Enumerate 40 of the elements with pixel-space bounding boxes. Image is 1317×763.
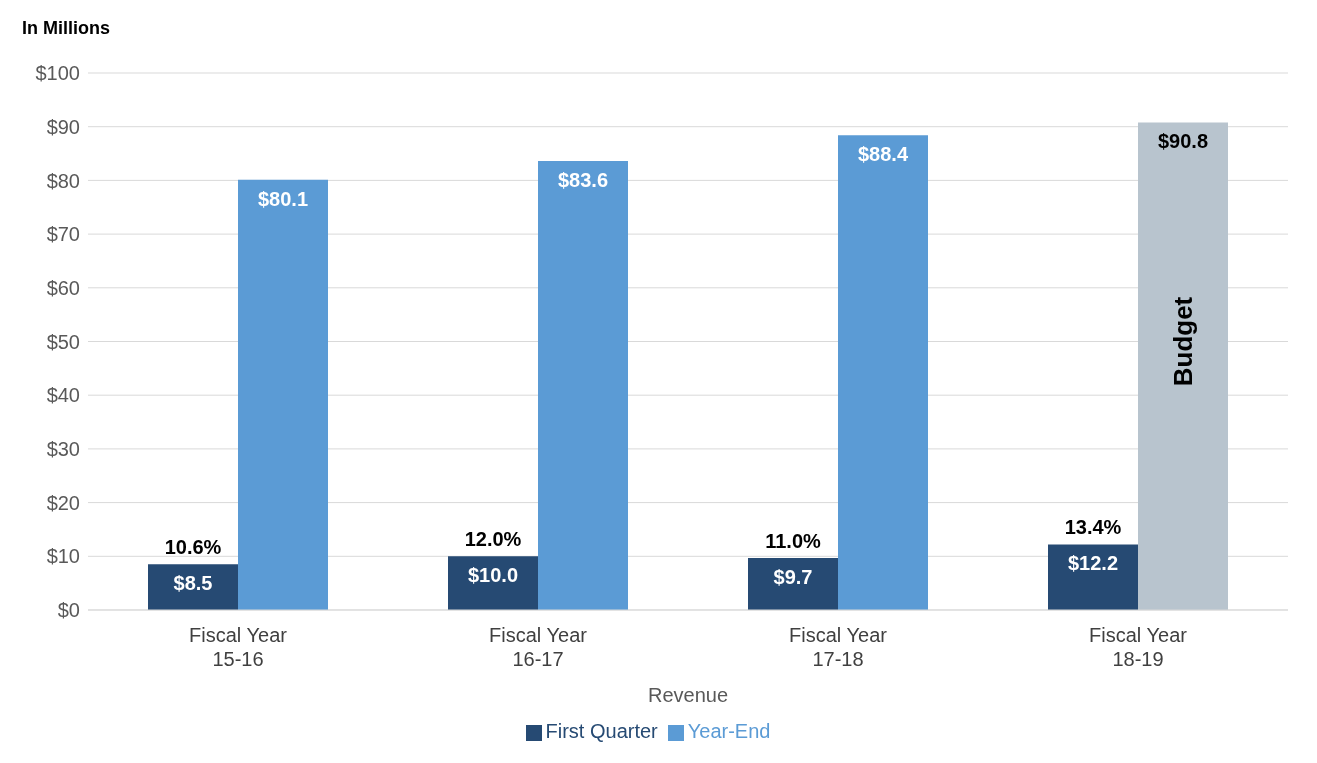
y-tick-label: $10 xyxy=(46,545,80,568)
y-tick-label: $50 xyxy=(46,330,80,353)
bar xyxy=(748,557,838,610)
legend-label: Year-End xyxy=(687,720,771,742)
x-tick-label: Fiscal Year 17-18 xyxy=(789,624,888,670)
chart-title: In Millions xyxy=(22,18,110,39)
data-label: $10.0 xyxy=(467,564,519,587)
data-label: $83.6 xyxy=(557,169,609,192)
bar xyxy=(238,179,328,610)
bar xyxy=(448,556,538,610)
annotation: 13.4% xyxy=(1064,516,1122,539)
x-tick-label: Fiscal Year 15-16 xyxy=(189,624,288,670)
y-tick-label: $90 xyxy=(46,115,80,138)
y-tick-label: $80 xyxy=(46,169,80,192)
y-tick-label: $100 xyxy=(35,62,80,85)
bar xyxy=(1048,544,1138,610)
legend-label: First Quarter xyxy=(545,720,658,742)
y-tick-label: $70 xyxy=(46,223,80,246)
y-tick-label: $60 xyxy=(46,276,80,299)
data-label: $9.7 xyxy=(773,565,813,588)
annotation: 10.6% xyxy=(164,536,222,559)
annotation: 12.0% xyxy=(464,528,522,551)
data-label: $8.5 xyxy=(173,572,213,595)
bar xyxy=(838,135,928,610)
bar xyxy=(148,564,238,610)
data-label: $90.8 xyxy=(1157,130,1209,153)
y-tick-label: $30 xyxy=(46,438,80,460)
x-tick-label: Fiscal Year 16-17 xyxy=(489,624,588,670)
bar xyxy=(1138,122,1228,610)
annotation: 11.0% xyxy=(765,529,822,552)
y-tick-label: $20 xyxy=(46,491,80,514)
x-axis-title: Revenue xyxy=(647,684,729,706)
annotation: Budget xyxy=(1168,296,1198,387)
y-tick-label: $40 xyxy=(46,384,80,407)
x-tick-label: Fiscal Year 18-19 xyxy=(1089,624,1188,670)
y-tick-label: $0 xyxy=(57,599,80,622)
data-label: $80.1 xyxy=(257,187,309,210)
data-label: $88.4 xyxy=(857,143,909,166)
bar xyxy=(538,161,628,610)
data-label: $12.2 xyxy=(1067,552,1119,575)
